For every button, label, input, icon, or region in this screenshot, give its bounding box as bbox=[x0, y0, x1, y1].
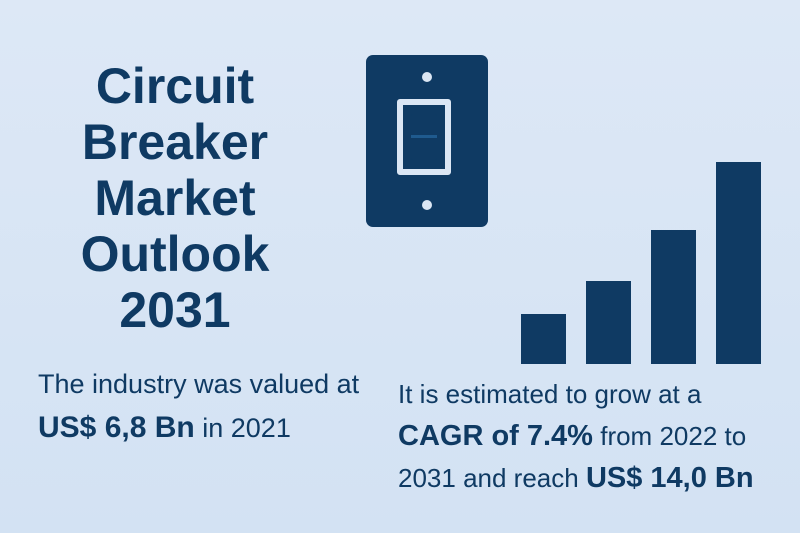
growth-line-1: It is estimated to grow at a bbox=[398, 379, 702, 409]
chart-bar-3 bbox=[651, 230, 696, 364]
switch-toggle-lever bbox=[411, 114, 437, 160]
growth-period: from 2022 to bbox=[600, 421, 747, 451]
title-line-2: Breaker bbox=[81, 114, 269, 170]
growth-line-3: 2031 and reach US$ 14,0 Bn bbox=[398, 457, 778, 499]
chart-bar-1 bbox=[521, 314, 566, 364]
valuation-amount: US$ 6,8 Bn bbox=[38, 411, 195, 444]
growth-text: It is estimated to grow at a CAGR of 7.4… bbox=[398, 373, 778, 499]
target-value: US$ 14,0 Bn bbox=[585, 462, 754, 494]
switch-toggle-frame bbox=[397, 99, 451, 175]
valuation-text: The industry was valued at US$ 6,8 Bn in… bbox=[38, 362, 378, 450]
title-line-1: Circuit bbox=[95, 58, 255, 114]
valuation-line-2: US$ 6,8 Bn in 2021 bbox=[38, 406, 378, 450]
title-line-3: Market bbox=[94, 170, 256, 226]
valuation-year: in 2021 bbox=[202, 413, 291, 443]
screw-top bbox=[422, 72, 432, 82]
chart-bar-4 bbox=[716, 162, 761, 364]
screw-bottom bbox=[422, 200, 432, 210]
valuation-line-1: The industry was valued at bbox=[38, 369, 360, 399]
chart-bar-2 bbox=[586, 281, 631, 364]
cagr-value: CAGR of 7.4% bbox=[398, 420, 593, 452]
light-switch-icon bbox=[366, 55, 488, 227]
title-line-5: 2031 bbox=[119, 282, 231, 338]
growth-reach: 2031 and reach bbox=[398, 463, 579, 493]
page-title: Circuit Breaker Market Outlook 2031 bbox=[40, 58, 310, 338]
title-line-4: Outlook bbox=[80, 226, 270, 282]
growth-line-2: CAGR of 7.4% from 2022 to bbox=[398, 415, 778, 457]
